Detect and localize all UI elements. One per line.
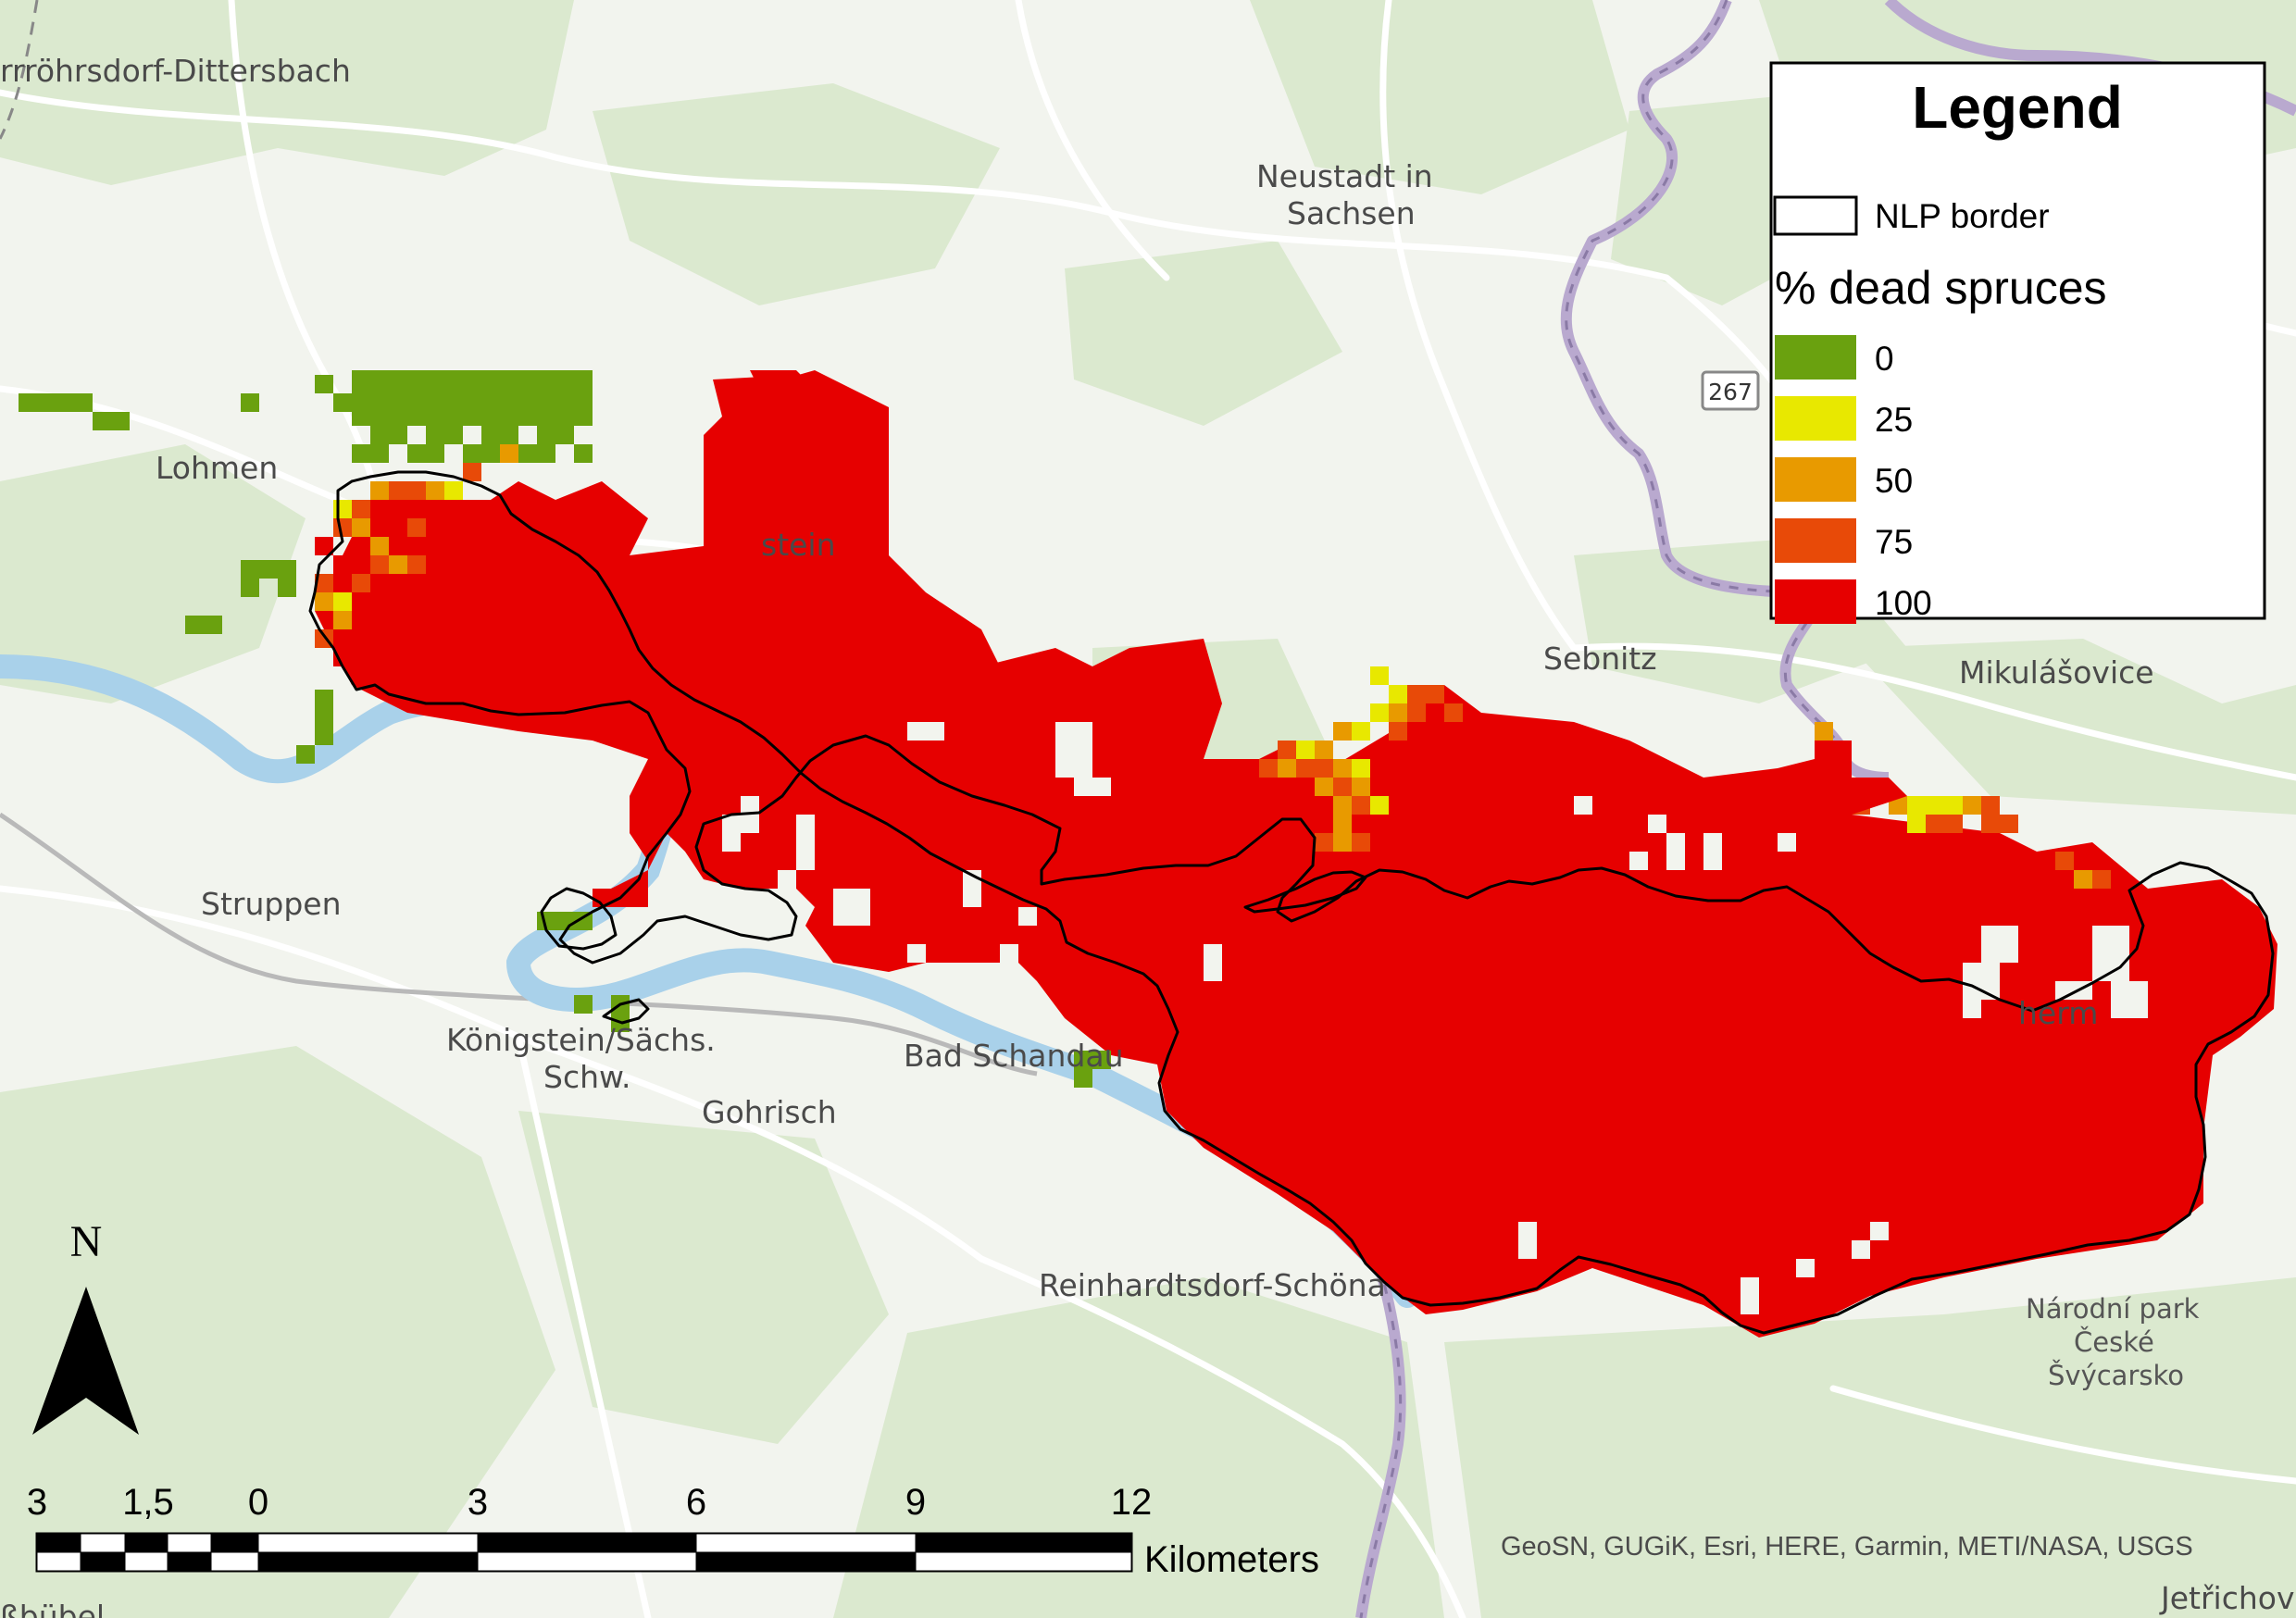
place-hinterhermsdorf: herm — [2018, 995, 2098, 1031]
legend-swatch-0 — [1775, 335, 1856, 380]
scale-unit: Kilometers — [1144, 1539, 1319, 1580]
scale-tick-label: 6 — [686, 1482, 706, 1523]
place-durrrohrsdorf: rrröhrsdorf-Dittersbach — [0, 53, 351, 89]
legend-swatch-nlp-border — [1773, 195, 1858, 236]
nlp-border — [308, 470, 2275, 1335]
north-arrow-label: N — [70, 1217, 103, 1266]
north-arrow-left-icon — [32, 1287, 86, 1435]
legend-swatch-75 — [1775, 518, 1856, 563]
scale-tick-label: 0 — [248, 1482, 268, 1523]
scale-bar: 3 1,5 0 3 6 9 12 Kilometers — [27, 1482, 1319, 1580]
legend-subtitle: % dead spruces — [1775, 262, 2107, 314]
place-narodni-line3: Švýcarsko — [2048, 1360, 2184, 1391]
legend-label-25: 25 — [1875, 401, 1913, 439]
legend-classes: 0 25 50 75 100 — [1775, 335, 1932, 624]
place-jetrichov: Jetřichov — [2159, 1580, 2295, 1616]
scale-tick-label: 1,5 — [122, 1482, 174, 1523]
place-neustadt-line1: Neustadt in — [1256, 158, 1433, 194]
dead-spruce-raster — [19, 370, 2277, 1338]
place-stein: stein — [761, 527, 836, 563]
place-bad-schandau: Bad Schandau — [904, 1038, 1124, 1074]
legend-label-100: 100 — [1875, 584, 1932, 622]
north-arrow-right-icon — [86, 1287, 139, 1435]
country-boundary — [1560, 0, 1890, 783]
scale-tick-label: 3 — [468, 1482, 488, 1523]
place-mikulasovice: Mikulášovice — [1959, 654, 2154, 691]
legend-swatch-25 — [1775, 396, 1856, 441]
scale-bar-body — [35, 1532, 1133, 1573]
legend-swatch-100 — [1775, 579, 1856, 624]
scale-tick-label: 3 — [27, 1482, 47, 1523]
place-struppen: Struppen — [201, 886, 341, 922]
scale-tick-label: 9 — [905, 1482, 926, 1523]
svg-text:267: 267 — [1708, 379, 1753, 405]
scale-bar-ticks: 3 1,5 0 3 6 9 12 — [27, 1482, 1152, 1523]
legend-title: Legend — [1912, 74, 2123, 141]
place-reinhardtsdorf: Reinhardtsdorf-Schöna — [1039, 1267, 1386, 1303]
legend-label-75: 75 — [1875, 523, 1913, 561]
legend-label-0: 0 — [1875, 340, 1894, 378]
place-narodni-line2: České — [2074, 1326, 2154, 1358]
place-neustadt-line2: Sachsen — [1287, 195, 1416, 231]
place-sebnitz: Sebnitz — [1543, 641, 1657, 677]
place-labels: rrröhrsdorf-Dittersbach Lohmen Neustadt … — [0, 53, 2295, 1618]
place-bottom-left: ßbübel — [0, 1599, 105, 1618]
legend-label-50: 50 — [1875, 462, 1913, 500]
river-elbe — [0, 654, 1419, 1308]
legend-panel: Legend NLP border % dead spruces 0 25 50 75… — [1769, 61, 2266, 624]
legend-swatch-50 — [1775, 457, 1856, 502]
place-konigstein-line2: Schw. — [543, 1059, 630, 1095]
road-shield-267: 267 — [1701, 370, 1760, 411]
place-gohrisch: Gohrisch — [702, 1094, 837, 1130]
place-konigstein-line1: Königstein/Sächs. — [446, 1022, 716, 1058]
north-arrow: N — [32, 1217, 139, 1435]
place-narodni-line1: Národní park — [2026, 1293, 2200, 1325]
legend-label-nlp-border: NLP border — [1875, 197, 2050, 235]
scale-tick-label: 12 — [1111, 1482, 1153, 1523]
place-lohmen: Lohmen — [156, 450, 278, 486]
highway — [0, 812, 1038, 1077]
attribution: GeoSN, GUGiK, Esri, HERE, Garmin, METI/N… — [1501, 1532, 2193, 1562]
